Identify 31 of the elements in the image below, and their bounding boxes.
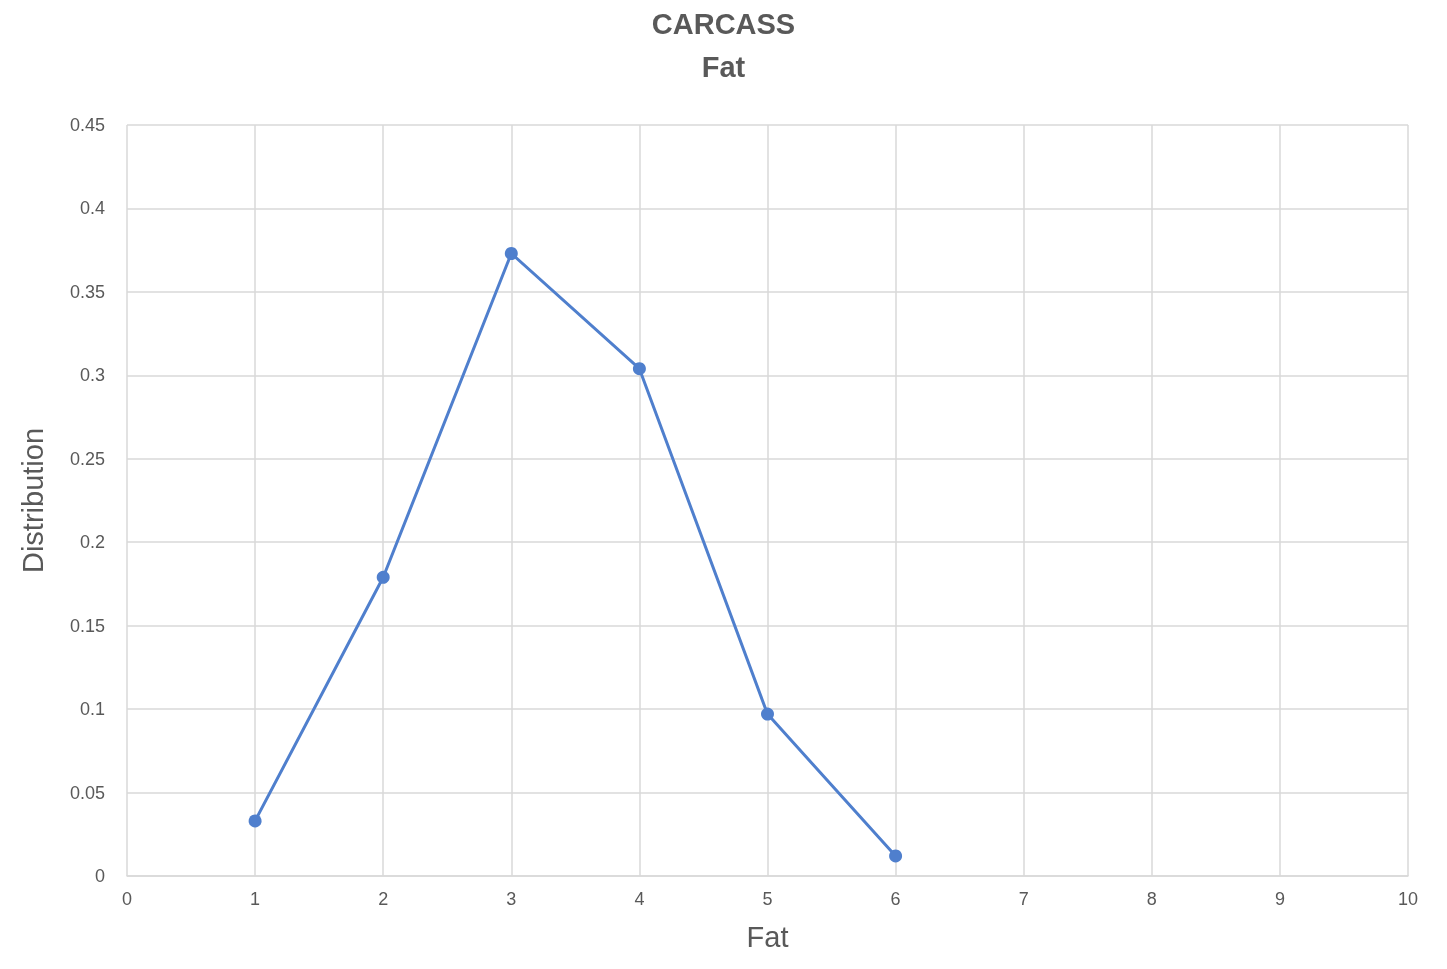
y-tick-label: 0.3 xyxy=(79,365,105,386)
point xyxy=(889,849,903,863)
x-tick-label: 7 xyxy=(1018,889,1029,909)
x-tick-label: 4 xyxy=(634,889,645,909)
x-tick-label: 2 xyxy=(378,889,389,909)
y-tick-label: 0.1 xyxy=(79,699,105,720)
point xyxy=(504,247,518,260)
y-tick-label: 0.15 xyxy=(69,615,105,636)
y-tick-label: 0.35 xyxy=(69,281,105,302)
x-tick-label: 10 xyxy=(1397,889,1419,909)
x-tick-label: 9 xyxy=(1274,889,1285,909)
point xyxy=(376,570,390,584)
chart-title: CARCASS xyxy=(651,7,796,40)
chart-subtitle: Fat xyxy=(701,50,746,83)
y-tick-label: 0.05 xyxy=(69,782,105,803)
x-axis-title: Fat xyxy=(746,920,789,953)
x-tick-label: 1 xyxy=(250,889,261,909)
y-tick-label: 0.45 xyxy=(69,115,105,135)
y-axis-title: Distribution xyxy=(16,427,49,574)
x-tick-label: 8 xyxy=(1146,889,1157,909)
x-tick-label: 3 xyxy=(506,889,517,909)
x-tick-label: 5 xyxy=(762,889,773,909)
y-tick-label: 0.2 xyxy=(79,532,105,553)
y-tick-label: 0 xyxy=(94,866,105,886)
point xyxy=(761,707,774,721)
x-tick-label: 6 xyxy=(890,889,901,909)
x-tick-label: 0 xyxy=(121,889,133,909)
point xyxy=(248,814,262,828)
point xyxy=(632,362,646,376)
y-tick-label: 0.4 xyxy=(79,198,105,219)
y-tick-label: 0.25 xyxy=(69,448,105,469)
